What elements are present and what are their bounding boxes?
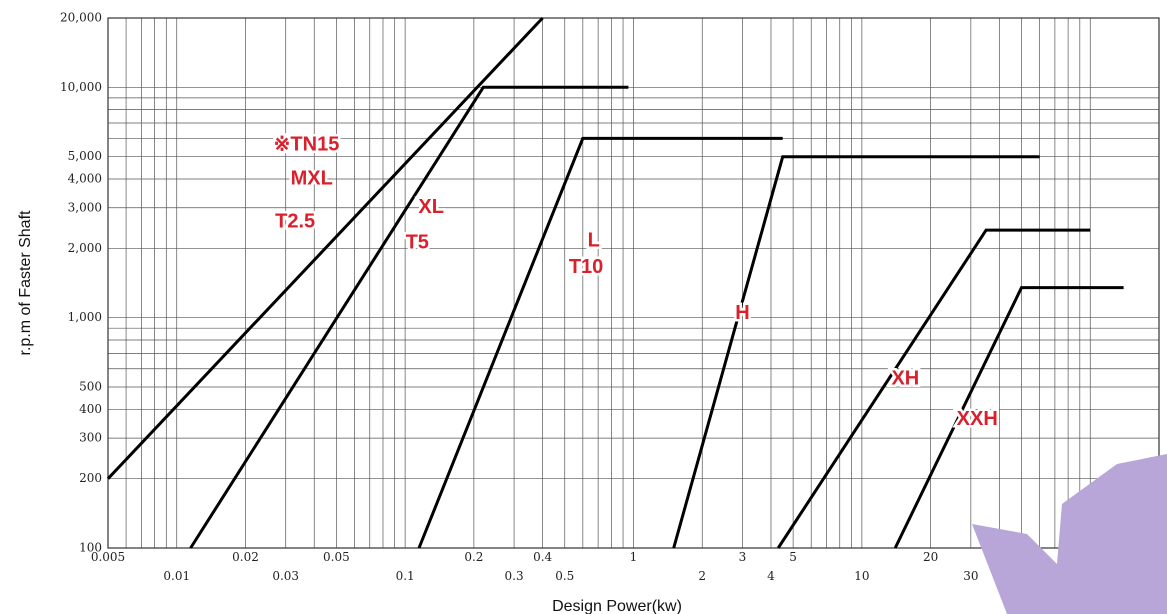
y-tick-label: 20,000 [60,11,102,25]
y-tick-label: 100 [79,541,102,555]
x-tick-label: 0.3 [505,569,524,583]
x-tick-label: 0.2 [464,550,483,564]
x-tick-label: 3 [739,550,747,564]
x-tick-label: 0.03 [272,569,299,583]
x-axis-title: Design Power(kw) [552,598,682,614]
x-tick-label: 30 [963,569,978,583]
boundary-line-3 [417,136,783,549]
y-tick-label: 5,000 [68,149,102,163]
region-label: T5 [406,232,429,254]
x-tick-label: 10 [854,569,869,583]
region-label: T2.5 [275,210,315,232]
horizontal-grid [108,17,1159,549]
y-tick-label: 1,000 [68,310,102,324]
region-label: XXH [957,408,998,430]
x-tick-label: 0.5 [555,569,574,583]
y-tick-labels: 100 200 300 400 500 1,000 2,000 3,000 4,000 5,000… [60,11,102,555]
y-tick-label: 400 [79,402,102,416]
x-tick-label: 20 [923,550,938,564]
region-label: XL [418,196,444,218]
y-tick-label: 200 [79,471,102,485]
plot-frame [107,17,1160,549]
boundary-line-1 [106,16,544,480]
boundary-lines [106,16,1124,549]
y-axis-title: r.p.m of Faster Shaft [17,210,34,356]
x-tick-label: 1 [630,550,638,564]
y-tick-label: 3,000 [68,200,102,214]
region-label: T10 [569,256,603,278]
region-label: XH [891,368,919,390]
boundary-line-4 [672,155,1040,549]
y-tick-label: 2,000 [68,241,102,255]
x-tick-label: 4 [767,569,775,583]
x-tick-label: 0.005 [91,550,125,564]
y-tick-label: 4,000 [68,171,102,185]
vertical-grid [107,18,1160,548]
boundary-line-5 [776,228,1091,549]
x-tick-label: 0.01 [163,569,190,583]
x-tick-label: 5 [789,550,797,564]
region-label: H [735,302,749,324]
region-labels: ※TN15 MXL T2.5 XL T5 L T10 H XH XXH [271,131,1000,433]
y-tick-label: 10,000 [60,80,102,94]
y-tick-label: 300 [79,431,102,445]
gear-watermark [972,454,1167,614]
x-tick-label: 0.02 [232,550,259,564]
region-label: ※TN15 [274,134,340,156]
x-tick-label: 2 [698,569,706,583]
boundary-line-2 [189,85,629,549]
region-label: MXL [291,167,333,189]
x-tick-label: 0.05 [323,550,350,564]
region-label: L [588,229,600,251]
boundary-line-6 [893,286,1124,549]
y-tick-label: 500 [79,380,102,394]
x-tick-label: 0.1 [396,569,415,583]
x-tick-label: 0.4 [533,550,552,564]
